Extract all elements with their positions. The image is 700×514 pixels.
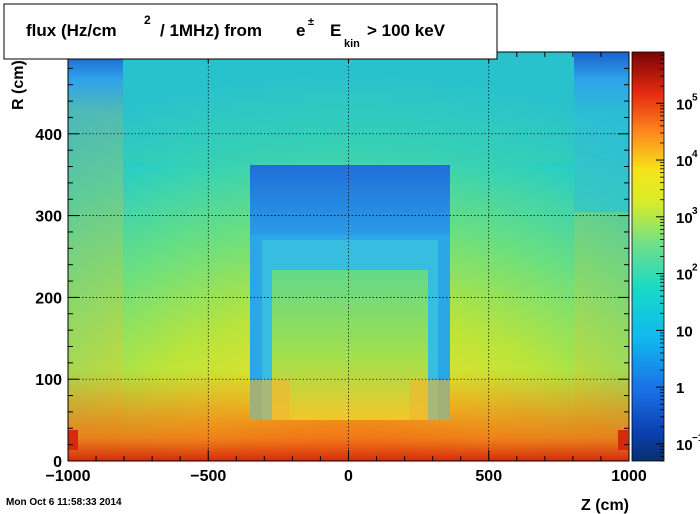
title-particle: e xyxy=(296,21,305,40)
x-tick-label: −500 xyxy=(190,468,226,485)
colorbar-tick-label: 10 xyxy=(676,323,693,340)
title-part2: / 1MHz) from xyxy=(160,21,262,40)
grid-lines xyxy=(68,52,629,461)
colorbar-tick-exponent: 4 xyxy=(692,149,698,160)
y-tick-label: 300 xyxy=(35,209,62,226)
x-tick-label: 0 xyxy=(344,468,353,485)
colorbar-tick-exponent: 2 xyxy=(692,263,698,274)
title-kin: kin xyxy=(344,38,360,50)
x-tick-label: −1000 xyxy=(46,468,91,485)
colorbar-ticks: 10−1110102103104105 xyxy=(656,51,700,462)
timestamp: Mon Oct 6 11:58:33 2014 xyxy=(6,497,122,508)
y-tick-label: 400 xyxy=(35,127,62,144)
y-tick-label: 0 xyxy=(53,454,62,471)
title-superscript: 2 xyxy=(144,13,151,27)
colorbar-tick-exponent: 3 xyxy=(692,206,698,217)
colorbar-tick-label: 10 xyxy=(676,153,693,170)
title-part3: > 100 keV xyxy=(367,21,446,40)
y-tick-label: 100 xyxy=(35,372,62,389)
y-axis-ticks: 0 100 200 300 400 xyxy=(35,67,629,471)
colorbar xyxy=(632,52,664,461)
x-axis-label: Z (cm) xyxy=(581,497,629,514)
colorbar-tick-exponent: −1 xyxy=(692,433,700,444)
title-pm: ± xyxy=(308,16,314,28)
x-axis-ticks: −1000 −500 0 500 1000 xyxy=(46,52,647,485)
colorbar-tick-label: 10 xyxy=(676,96,693,113)
y-tick-label: 200 xyxy=(35,290,62,307)
x-tick-label: 1000 xyxy=(611,468,647,485)
colorbar-tick-exponent: 5 xyxy=(692,92,698,103)
title-part1: flux (Hz/cm xyxy=(26,21,117,40)
colorbar-tick-label: 10 xyxy=(676,210,693,227)
colorbar-tick-label: 10 xyxy=(676,267,693,284)
title-E: E xyxy=(330,21,341,40)
colorbar-tick-label: 1 xyxy=(676,380,684,397)
colorbar-tick-label: 10 xyxy=(676,437,693,454)
y-axis-label: R (cm) xyxy=(10,60,27,110)
title-box xyxy=(3,3,498,60)
x-tick-label: 500 xyxy=(475,468,502,485)
